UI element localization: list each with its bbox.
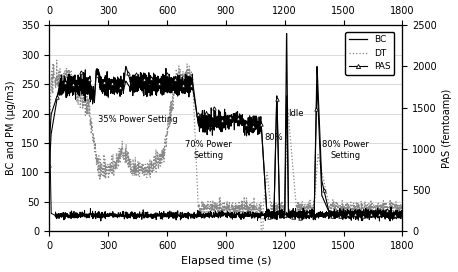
Text: Idle: Idle: [288, 109, 303, 119]
Text: 80%: 80%: [264, 133, 283, 142]
Text: 80% Power
Setting: 80% Power Setting: [322, 140, 369, 160]
Text: 35% Power Setting: 35% Power Setting: [98, 115, 178, 124]
Legend: BC, DT, PAS: BC, DT, PAS: [345, 32, 394, 75]
Y-axis label: PAS (femtoamp): PAS (femtoamp): [442, 89, 453, 168]
Text: 70% Power
Setting: 70% Power Setting: [185, 140, 232, 160]
Y-axis label: BC and PM (μg/m3): BC and PM (μg/m3): [5, 81, 16, 175]
X-axis label: Elapsed time (s): Elapsed time (s): [181, 256, 271, 267]
